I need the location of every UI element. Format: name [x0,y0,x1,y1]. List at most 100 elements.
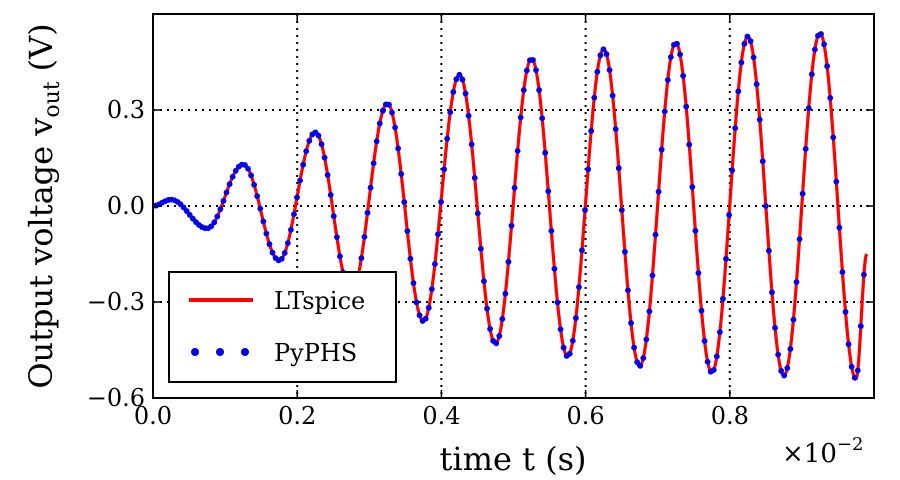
data-point-92 [432,261,438,267]
data-point-85 [410,280,417,286]
data-point-151 [612,126,619,133]
data-point-161 [643,336,650,343]
data-point-81 [398,171,405,177]
data-point-219 [821,41,827,48]
data-point-124 [530,57,536,63]
data-point-214 [805,105,812,112]
data-point-56 [321,154,328,161]
data-point-108 [481,278,487,285]
data-point-199 [759,158,766,165]
data-point-178 [695,270,702,276]
data-point-19 [208,223,215,230]
series-points-pyphs [153,31,867,381]
data-point-232 [861,271,867,278]
data-point-152 [615,165,622,172]
data-point-59 [330,213,337,220]
legend-pyphs-swatch-2 [216,348,224,356]
data-point-27 [232,167,239,174]
data-point-133 [557,326,564,333]
data-point-212 [799,190,806,197]
data-point-25 [226,181,233,188]
x-tick-label-2: 0.4 [422,402,460,430]
data-point-32 [248,172,254,179]
data-point-116 [505,258,512,265]
data-point-130 [548,227,555,234]
data-point-94 [438,198,444,205]
data-point-144 [591,94,598,101]
data-point-96 [444,135,451,142]
data-point-215 [808,71,815,78]
data-point-140 [579,247,585,254]
x-axis-multiplier-base: ×10 [782,439,837,469]
data-point-183 [710,367,717,373]
data-point-122 [523,67,530,74]
legend-box [168,271,397,383]
data-point-113 [496,333,503,339]
data-point-80 [395,145,402,152]
data-point-156 [628,320,634,326]
data-point-180 [701,338,708,344]
data-point-216 [811,46,818,53]
data-point-209 [790,316,797,323]
data-point-200 [762,203,769,209]
data-point-186 [720,295,726,302]
data-point-174 [683,103,690,110]
data-point-45 [287,226,294,233]
x-axis-multiplier: ×10−2 [782,434,863,469]
data-point-35 [257,205,264,212]
data-point-213 [802,146,809,152]
data-point-131 [551,265,558,272]
legend-pyphs-swatch-1 [191,348,199,356]
data-point-77 [386,101,392,108]
data-point-202 [769,289,775,296]
y-tick-label-0: −0.6 [87,384,145,412]
data-point-102 [462,90,469,97]
data-point-128 [542,149,549,156]
data-point-185 [716,329,723,336]
data-point-83 [404,228,411,235]
data-point-101 [459,76,466,83]
data-point-193 [741,40,748,47]
data-point-146 [597,52,604,59]
data-point-104 [468,141,475,148]
data-point-192 [738,59,745,66]
data-point-226 [842,309,849,315]
data-point-71 [367,184,374,191]
data-point-42 [278,255,285,262]
data-point-164 [652,231,659,238]
data-point-143 [588,128,595,134]
data-point-227 [845,341,852,348]
data-point-86 [413,299,420,306]
data-point-117 [508,222,515,229]
data-point-189 [729,167,736,174]
data-point-211 [796,236,803,243]
axis-ticks: 0.0 0.2 0.4 0.6 0.8 −0.6 −0.3 0.0 0.3 [87,14,874,430]
data-point-166 [658,146,665,153]
y-axis-title-unit: (V) [22,23,60,71]
data-point-225 [839,269,846,276]
data-point-93 [435,231,441,238]
data-point-48 [297,177,303,184]
data-point-24 [223,189,230,196]
data-point-167 [661,108,668,115]
legend: LTspice PyPHS [168,271,397,383]
data-point-175 [686,141,693,148]
data-point-68 [358,255,365,262]
data-point-205 [778,368,785,374]
y-tick-label-2: 0.0 [107,192,145,220]
data-point-145 [594,68,601,75]
data-point-87 [416,312,423,319]
x-axis-title: time t (s) [440,440,587,478]
data-point-115 [502,290,509,297]
data-point-99 [453,76,460,83]
data-point-39 [269,249,276,256]
data-point-100 [456,71,463,78]
data-point-155 [625,287,631,294]
data-point-79 [392,124,398,131]
data-point-75 [379,107,386,114]
data-point-221 [827,95,834,101]
data-point-198 [756,116,763,123]
y-axis-title-subscript: out [40,81,65,117]
data-point-57 [324,172,331,178]
data-point-157 [631,344,637,351]
